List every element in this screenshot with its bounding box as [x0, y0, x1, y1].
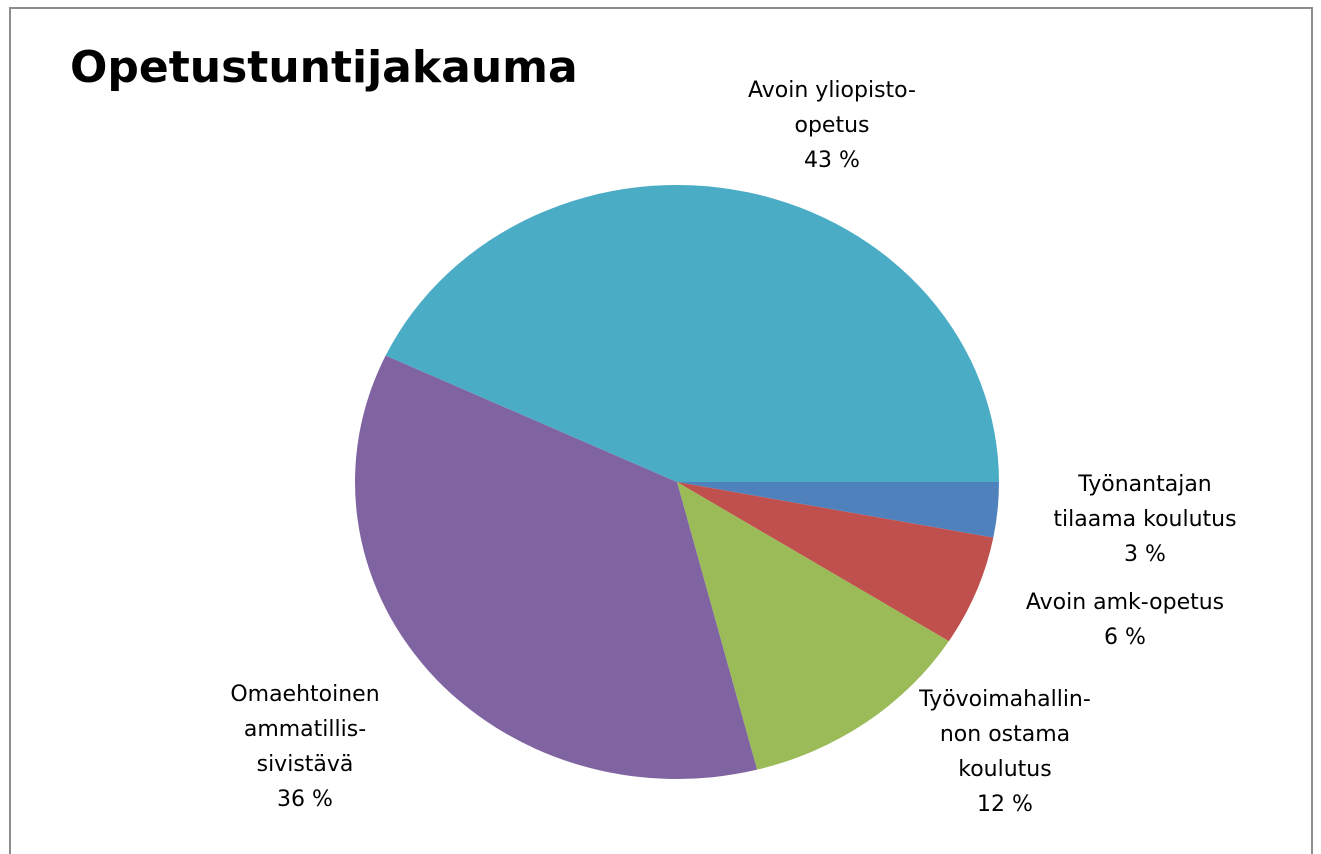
category-label: Omaehtoinen ammatillis- sivistävä	[230, 682, 380, 777]
slice-label: Avoin yliopisto- opetus 43 %	[672, 73, 992, 178]
slice-label: Omaehtoinen ammatillis- sivistävä 36 %	[145, 677, 465, 817]
pie-slice	[385, 184, 999, 482]
category-label: Avoin amk-opetus	[1025, 590, 1225, 615]
chart-title: Opetustuntijakauma	[70, 42, 578, 93]
slice-label: Työnantajan tilaama koulutus 3 %	[985, 467, 1305, 572]
pie-slice	[677, 482, 994, 642]
value-label: 36 %	[277, 787, 333, 812]
value-label: 43 %	[804, 148, 860, 173]
category-label: Avoin yliopisto- opetus	[748, 78, 916, 138]
value-label: 12 %	[977, 792, 1033, 817]
chart-border	[9, 7, 1313, 854]
pie-slice	[677, 482, 949, 770]
pie-slice	[355, 355, 758, 779]
category-label: Työnantajan tilaama koulutus	[1053, 472, 1237, 532]
slice-label: Avoin amk-opetus 6 %	[965, 585, 1285, 655]
slice-label: Työvoimahallin- non ostama koulutus 12 %	[845, 682, 1165, 822]
value-label: 3 %	[1124, 542, 1166, 567]
value-label: 6 %	[1104, 625, 1146, 650]
category-label: Työvoimahallin- non ostama koulutus	[919, 687, 1091, 782]
pie-slice	[677, 482, 999, 538]
